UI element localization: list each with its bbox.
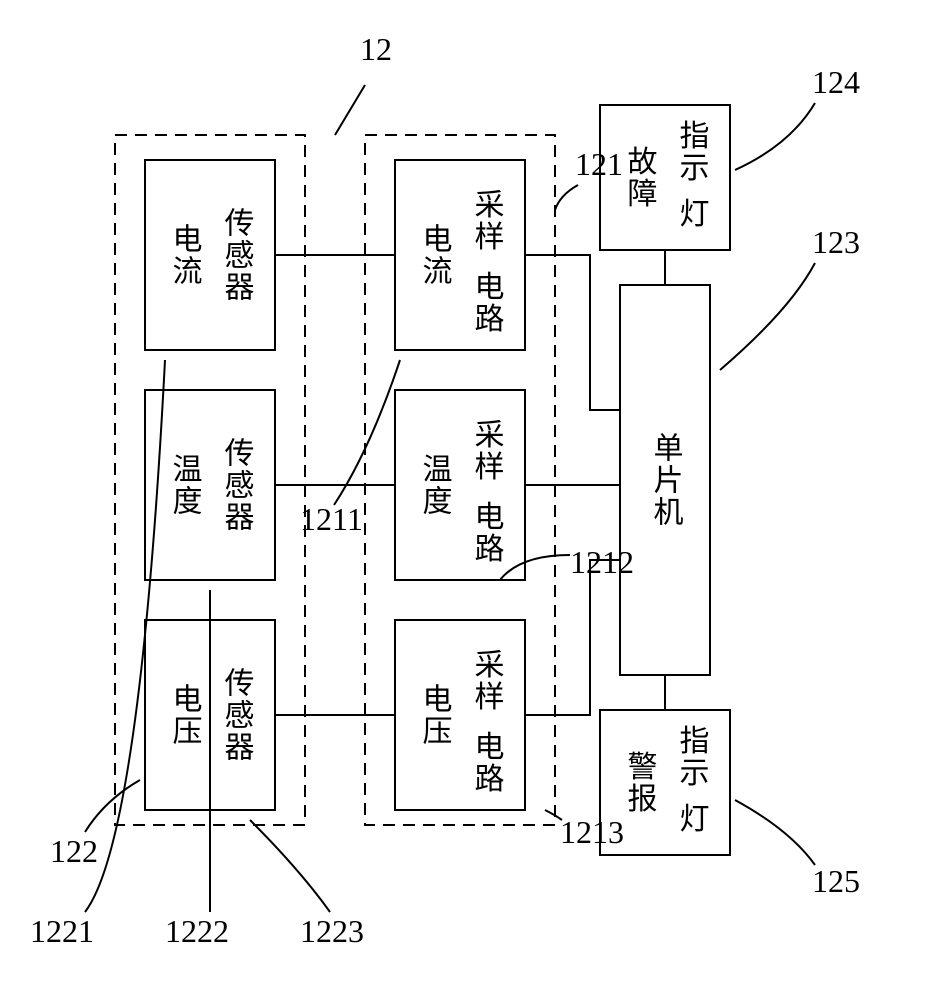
label-fault_led-c1: 故障 <box>623 146 657 210</box>
ref-1223: 1223 <box>300 913 364 949</box>
leader-121 <box>555 185 578 210</box>
node-voltage_sample <box>395 620 525 810</box>
node-current_sample <box>395 160 525 350</box>
label-mcu: 单片机 <box>649 432 684 528</box>
ref-1222: 1222 <box>165 913 229 949</box>
label-fault_led-c2a: 指示 <box>675 119 710 183</box>
ref-123: 123 <box>812 224 860 260</box>
label-current_sensor-c2: 传感器 <box>220 207 255 303</box>
group-sampling <box>365 135 555 825</box>
label-current_sensor-c1: 电流 <box>168 223 202 287</box>
label-fault_led-c2b: 灯 <box>675 198 709 230</box>
node-temp_sensor <box>145 390 275 580</box>
ref-122: 122 <box>50 833 98 869</box>
label-temp_sample-c1: 温度 <box>418 453 452 517</box>
label-current_sample-c2a: 采样 <box>470 189 505 253</box>
label-voltage_sensor-c1: 电压 <box>168 683 203 747</box>
leader-1211 <box>334 360 400 505</box>
edge-3 <box>525 255 620 410</box>
ref-1213: 1213 <box>560 814 624 850</box>
label-current_sample-c2b: 电路 <box>470 271 504 335</box>
ref-125: 125 <box>812 863 860 899</box>
ref-1212: 1212 <box>570 544 634 580</box>
label-voltage_sample-c1: 电压 <box>418 683 453 747</box>
label-alarm_led-c1: 警报 <box>623 751 658 815</box>
ref-1221: 1221 <box>30 913 94 949</box>
leader-12 <box>335 85 365 135</box>
label-voltage_sample-c2b: 电路 <box>470 731 504 795</box>
label-alarm_led-c2a: 指示 <box>675 724 710 788</box>
leader-125 <box>735 800 815 865</box>
label-voltage_sensor-c2: 传感器 <box>220 667 255 763</box>
leader-1221 <box>85 360 165 912</box>
label-temp_sensor-c2: 传感器 <box>220 437 255 533</box>
label-voltage_sample-c2a: 采样 <box>470 649 505 713</box>
leader-123 <box>720 263 815 370</box>
label-temp_sample-c2a: 采样 <box>470 419 505 483</box>
node-current_sensor <box>145 160 275 350</box>
label-alarm_led-c2b: 灯 <box>675 803 709 835</box>
ref-12: 12 <box>360 31 392 67</box>
leader-1212 <box>500 555 570 580</box>
leader-124 <box>735 103 815 170</box>
ref-1211: 1211 <box>300 501 363 537</box>
node-temp_sample <box>395 390 525 580</box>
ref-124: 124 <box>812 64 860 100</box>
leader-122 <box>85 780 140 832</box>
label-current_sample-c1: 电流 <box>418 223 452 287</box>
label-temp_sample-c2b: 电路 <box>470 501 504 565</box>
label-temp_sensor-c1: 温度 <box>168 453 202 517</box>
edge-5 <box>525 560 620 715</box>
leader-1223 <box>250 820 330 912</box>
